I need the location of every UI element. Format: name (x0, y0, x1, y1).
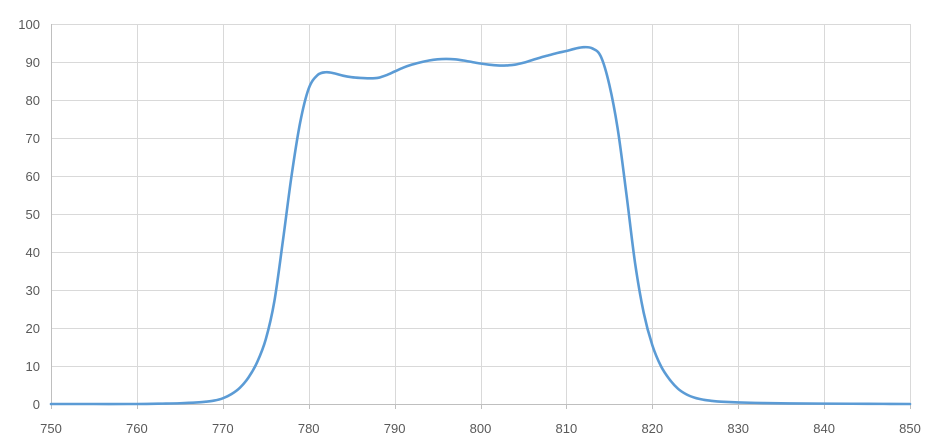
x-tick-label: 800 (470, 421, 492, 436)
y-tick-label: 90 (26, 55, 40, 70)
x-tick-labels: 750 760 770 780 790 800 810 820 830 840 850 (40, 421, 921, 436)
y-tick-label: 10 (26, 359, 40, 374)
y-tick-label: 50 (26, 207, 40, 222)
x-tick-label: 850 (899, 421, 921, 436)
y-tick-label: 60 (26, 169, 40, 184)
y-tick-label: 30 (26, 283, 40, 298)
grid (51, 24, 911, 404)
x-tick-label: 750 (40, 421, 62, 436)
x-tick-label: 790 (384, 421, 406, 436)
x-tick-label: 770 (212, 421, 234, 436)
x-tick-label: 840 (813, 421, 835, 436)
x-tick-label: 760 (126, 421, 148, 436)
axes (51, 24, 911, 409)
y-tick-label: 40 (26, 245, 40, 260)
series-line-0 (49, 45, 912, 406)
y-tick-label: 100 (18, 17, 40, 32)
y-tick-label: 0 (33, 397, 40, 412)
y-tick-label: 70 (26, 131, 40, 146)
y-tick-label: 20 (26, 321, 40, 336)
x-tick-label: 780 (298, 421, 320, 436)
x-tick-label: 820 (641, 421, 663, 436)
series-layer (49, 45, 912, 406)
x-tick-label: 830 (727, 421, 749, 436)
y-tick-labels: 0 10 20 30 40 50 60 70 80 90 100 (18, 17, 40, 412)
y-tick-label: 80 (26, 93, 40, 108)
x-tick-label: 810 (556, 421, 578, 436)
